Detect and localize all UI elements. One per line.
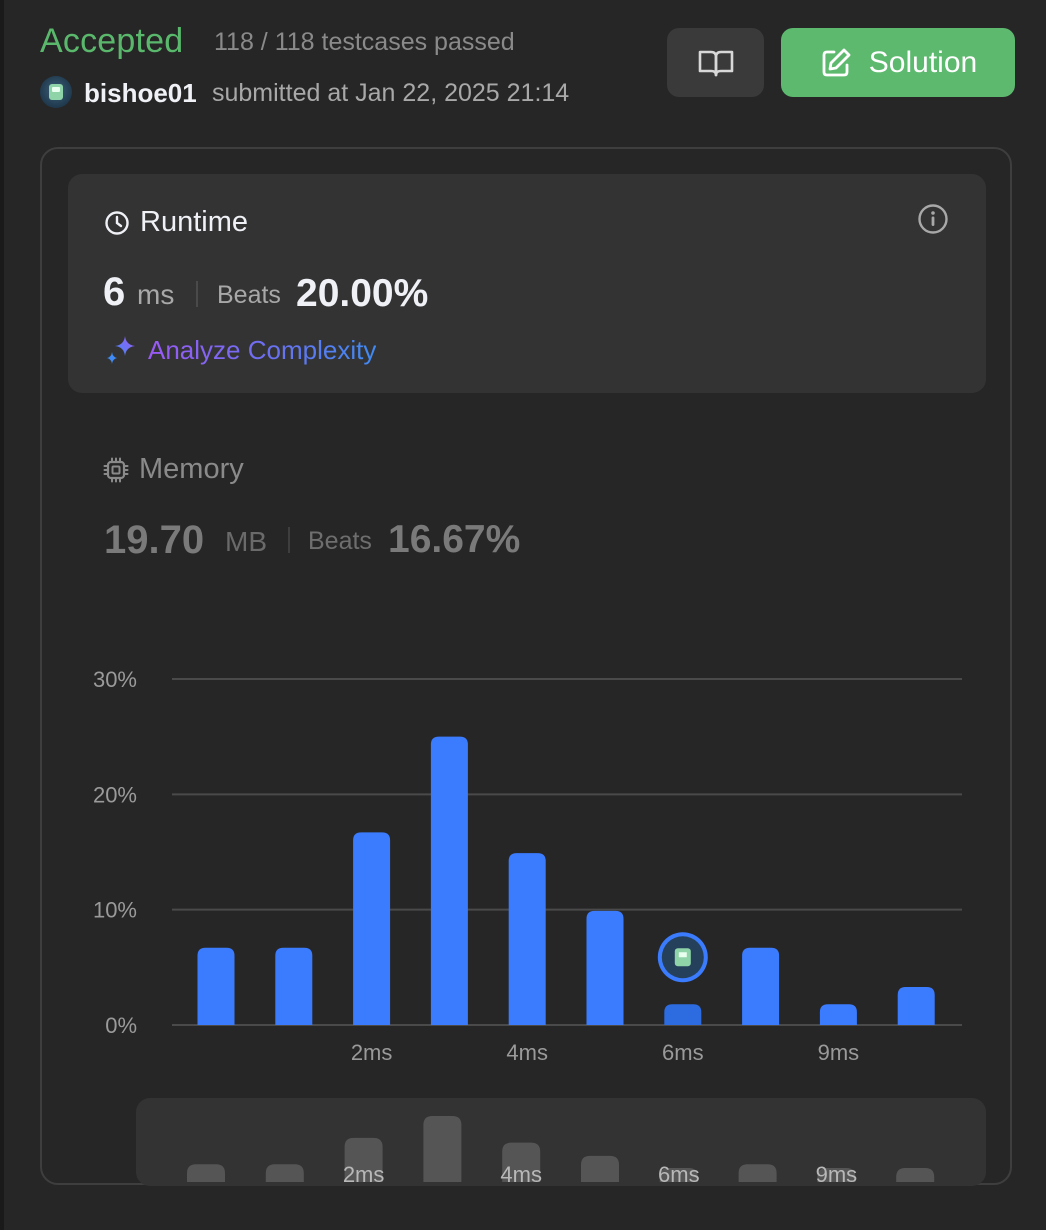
overview-tick-label: 4ms	[500, 1162, 542, 1186]
x-tick-label: 4ms	[506, 1040, 548, 1065]
analyze-complexity-link[interactable]: Analyze Complexity	[104, 334, 376, 366]
bar[interactable]	[275, 947, 313, 1025]
memory-beats-label: Beats	[308, 527, 372, 555]
runtime-beats-label: Beats	[217, 281, 281, 309]
memory-value: 19.70	[104, 518, 205, 562]
overview-bar	[896, 1168, 935, 1182]
overview-bar	[265, 1164, 304, 1182]
memory-unit: MB	[225, 526, 267, 557]
bar-highlighted[interactable]	[664, 1004, 702, 1025]
overview-tick-label: 6ms	[658, 1162, 700, 1186]
overview-bar	[581, 1155, 619, 1182]
runtime-card[interactable]	[68, 174, 986, 393]
runtime-label: Runtime	[140, 206, 248, 238]
overview-tick-label: 2ms	[343, 1162, 385, 1186]
overview-bar	[423, 1116, 462, 1182]
chart-overview[interactable]: 2ms 4ms 6ms 9ms	[136, 1098, 986, 1186]
bar[interactable]	[430, 736, 468, 1025]
edit-icon	[822, 48, 851, 76]
x-tick-label: 9ms	[818, 1040, 860, 1065]
runtime-distribution-chart[interactable]: 0%10%20%30%2ms 4ms 6ms 9ms	[0, 0, 1046, 1100]
window-edge	[0, 0, 4, 1230]
bar[interactable]	[742, 947, 780, 1025]
x-tick-label: 6ms	[662, 1040, 704, 1065]
bar[interactable]	[897, 986, 935, 1025]
runtime-title: Runtime	[104, 206, 248, 239]
y-tick-label: 30%	[93, 667, 137, 692]
y-tick-label: 20%	[93, 782, 137, 807]
username-link[interactable]: bishoe01	[84, 78, 197, 108]
avatar-bot-screen	[678, 952, 687, 958]
solution-button[interactable]: Solution	[781, 28, 1015, 97]
bar[interactable]	[819, 1004, 857, 1025]
memory-beats-value: 16.67%	[388, 518, 521, 561]
overview-bar	[344, 1137, 383, 1182]
overview-bar	[659, 1168, 698, 1182]
chart-overview-bars: 2ms 4ms 6ms 9ms	[187, 1116, 935, 1186]
submission-status: Accepted	[40, 22, 184, 60]
bar[interactable]	[586, 910, 624, 1025]
runtime-unit: ms	[137, 279, 175, 310]
runtime-beats-value: 20.00%	[296, 272, 429, 315]
x-tick-label: 2ms	[351, 1040, 393, 1065]
overview-bar	[817, 1168, 856, 1182]
solution-label: Solution	[868, 45, 978, 79]
y-tick-label: 10%	[93, 898, 137, 923]
overview-bar	[502, 1142, 541, 1182]
memory-title[interactable]: Memory	[103, 453, 244, 486]
memory-label: Memory	[139, 453, 244, 485]
bar[interactable]	[508, 853, 546, 1025]
bar[interactable]	[197, 947, 235, 1025]
avatar[interactable]	[40, 76, 72, 108]
chip-icon	[103, 457, 129, 482]
sparkle-icon	[107, 336, 135, 364]
y-tick-label: 0%	[105, 1013, 137, 1038]
bar[interactable]	[353, 832, 391, 1025]
runtime-separator	[196, 281, 198, 307]
memory-separator	[288, 527, 290, 553]
editorial-button[interactable]	[667, 28, 764, 97]
submitted-timestamp: submitted at Jan 22, 2025 21:14	[212, 79, 570, 107]
overview-bar	[187, 1164, 225, 1182]
analyze-complexity-label: Analyze Complexity	[148, 334, 377, 365]
overview-bar	[738, 1164, 777, 1182]
info-icon[interactable]	[917, 203, 949, 235]
testcases-summary: 118 / 118 testcases passed	[214, 28, 515, 56]
clock-icon	[105, 210, 129, 235]
book-open-icon	[698, 50, 733, 76]
overview-tick-label: 9ms	[816, 1162, 858, 1186]
runtime-value: 6	[103, 270, 126, 314]
